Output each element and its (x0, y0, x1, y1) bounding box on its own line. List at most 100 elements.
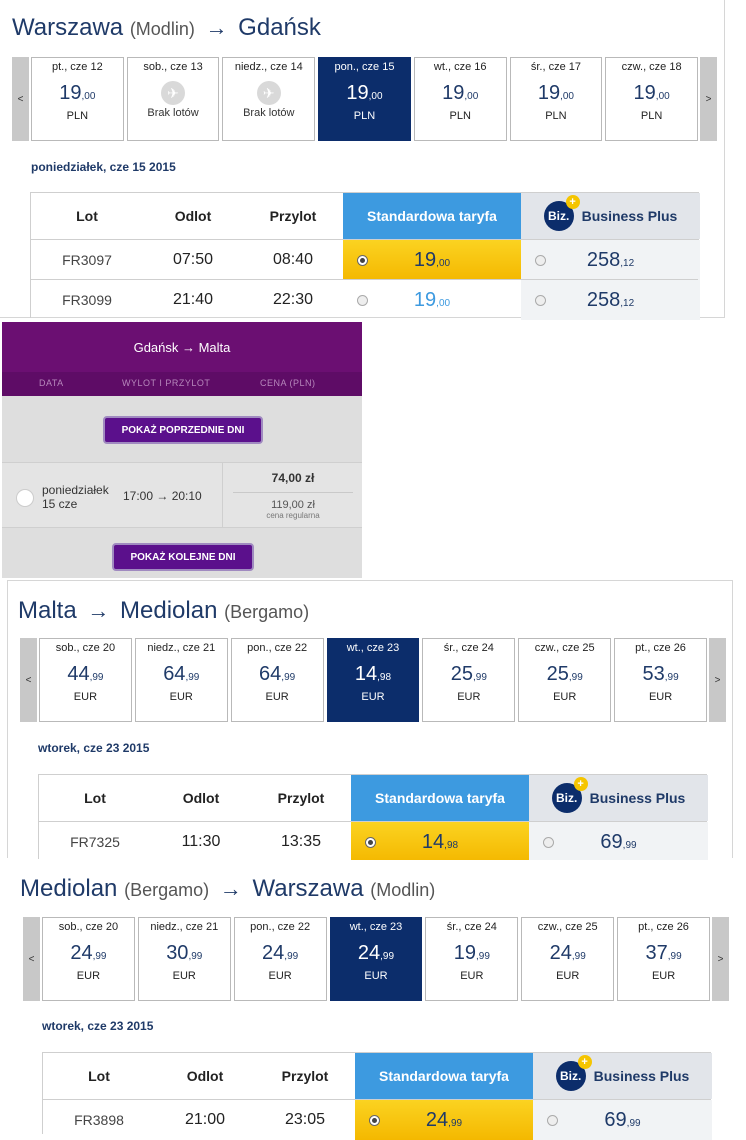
price-cents: ,98 (377, 672, 392, 683)
price-cents: ,99 (476, 951, 490, 962)
table-header: Lot Odlot Przylot Standardowa taryfa Biz. + Bu… (39, 775, 708, 821)
standard-fare-option[interactable]: 24,99 (355, 1100, 533, 1140)
business-plus-option[interactable]: 258,12 (521, 240, 700, 280)
prev-dates-button[interactable]: < (20, 638, 37, 722)
date-option[interactable]: sob., cze 20 44,99 EUR (39, 638, 132, 722)
currency-label: EUR (169, 691, 193, 703)
selected-date-heading: wtorek, cze 23 2015 (42, 1019, 154, 1033)
origin-city: Warszawa (12, 14, 124, 41)
date-option[interactable]: śr., cze 17 19,00 PLN (509, 57, 603, 141)
no-flight-plane-icon: ✈ (256, 81, 281, 105)
date-option[interactable]: pon., cze 22 64,99 EUR (230, 638, 324, 722)
standard-fare-header: Standardowa taryfa (351, 775, 529, 821)
wizz-panel: Gdańsk → Malta DATA WYLOT I PRZYLOT CENA… (2, 322, 362, 578)
price-whole: 44 (67, 663, 90, 685)
destination-city: Warszawa (252, 875, 364, 902)
route-arrow-icon: → (205, 15, 228, 40)
wizz-flight-radio[interactable] (16, 489, 34, 507)
date-option[interactable]: pon., cze 22 24,99 EUR (233, 917, 327, 1001)
selected-date-heading: wtorek, cze 23 2015 (38, 741, 150, 755)
date-option[interactable]: niedz., cze 14 ✈ Brak lotów (222, 57, 316, 141)
next-dates-button[interactable]: > (712, 917, 729, 1001)
standard-fare-radio[interactable] (357, 294, 368, 306)
date-option[interactable]: śr., cze 24 19,99 EUR (425, 917, 519, 1001)
flight-number: FR7325 (70, 834, 120, 850)
show-previous-days-button[interactable]: POKAŻ POPRZEDNIE DNI (103, 416, 263, 444)
standard-fare-radio[interactable] (357, 254, 368, 266)
business-plus-option[interactable]: 69,99 (529, 822, 708, 862)
no-flights-label: Brak lotów (243, 107, 295, 119)
date-price: 24,99 (43, 942, 134, 968)
date-option[interactable]: wt., cze 16 19,00 PLN (413, 57, 507, 141)
fare-whole: 69 (604, 1108, 627, 1131)
date-label: śr., cze 17 (530, 61, 581, 73)
date-option[interactable]: pt., cze 26 37,99 EUR (617, 917, 710, 1001)
date-price: 24,99 (331, 942, 422, 968)
arrival-time: 13:35 (280, 833, 322, 850)
price-whole: 24 (549, 942, 572, 964)
standard-fare-radio[interactable] (365, 836, 376, 848)
arrival-time: 08:40 (272, 251, 314, 268)
standard-fare-header: Standardowa taryfa (355, 1053, 533, 1099)
wizz-flight-row[interactable]: poniedziałek 15 cze 17:00 → 20:10 74,00 … (2, 462, 362, 528)
date-option[interactable]: pt., cze 12 19,00 PLN (31, 57, 124, 141)
prev-dates-button[interactable]: < (12, 57, 29, 141)
next-dates-button[interactable]: > (709, 638, 726, 722)
price-whole: 24 (70, 942, 93, 964)
date-option[interactable]: sob., cze 13 ✈ Brak lotów (126, 57, 220, 141)
departure-time: 07:50 (172, 251, 214, 268)
date-price: 19,00 (319, 82, 410, 108)
date-price: 24,99 (235, 942, 326, 968)
table-row: FR3099 21:40 22:30 19,00 258,12 (31, 279, 700, 320)
leg4-panel: Mediolan (Bergamo) → Warszawa (Modlin) <… (10, 860, 736, 1140)
standard-fare-option[interactable]: 19,00 (343, 240, 521, 280)
date-option[interactable]: czw., cze 25 24,99 EUR (521, 917, 615, 1001)
date-carousel: < > sob., cze 20 44 ,99 EUR niedz., cze 21 64,9… (20, 638, 726, 722)
price-cents: ,00 (81, 91, 96, 102)
business-plus-radio[interactable] (535, 294, 546, 306)
wizz-price-cell: 74,00 zł 119,00 zł cena regularna (222, 463, 363, 527)
prev-dates-button[interactable]: < (23, 917, 40, 1001)
date-price: 64,99 (232, 663, 323, 689)
business-plus-option[interactable]: 258,12 (521, 280, 700, 320)
price-whole: 24 (262, 942, 285, 964)
date-label: wt., cze 23 (346, 642, 400, 654)
date-label: sob., cze 13 (143, 61, 203, 73)
route-title: Warszawa (Modlin) → Gdańsk (12, 14, 321, 42)
col-price: CENA (PLN) (260, 378, 316, 388)
business-plus-radio[interactable] (543, 836, 554, 848)
date-option[interactable]: wt., cze 23 14,98 EUR (326, 638, 420, 722)
date-label: sob., cze 20 (55, 642, 116, 654)
price-cents: ,99 (571, 951, 586, 962)
price-whole: 25 (546, 663, 569, 685)
date-option[interactable]: niedz., cze 21 30,99 EUR (137, 917, 231, 1001)
standard-fare-radio[interactable] (369, 1114, 380, 1126)
col-depart-header: Odlot (186, 1068, 224, 1084)
business-plus-option[interactable]: 69,99 (533, 1100, 712, 1140)
date-label: pt., cze 26 (638, 921, 689, 933)
price-whole: 19 (442, 82, 465, 104)
standard-fare-option[interactable]: 19,00 (343, 280, 521, 320)
standard-fare-option[interactable]: 14,98 (351, 822, 529, 862)
date-option[interactable]: niedz., cze 21 64,99 EUR (134, 638, 228, 722)
wizz-flight-times: 17:00 → 20:10 (123, 489, 202, 503)
show-next-days-button[interactable]: POKAŻ KOLEJNE DNI (112, 543, 254, 571)
date-label: niedz., cze 21 (150, 921, 219, 933)
date-option[interactable]: wt., cze 23 24,99 EUR (329, 917, 423, 1001)
table-row: FR7325 11:30 13:35 14,98 69,99 (39, 821, 708, 862)
date-option[interactable]: śr., cze 24 25,99 EUR (422, 638, 516, 722)
date-option[interactable]: pon., cze 15 19,00 PLN (318, 57, 411, 141)
price-cents: ,99 (664, 672, 679, 683)
business-plus-radio[interactable] (535, 254, 546, 266)
price-cents: ,00 (655, 91, 670, 102)
currency-label: EUR (268, 970, 292, 982)
business-plus-label: Business Plus (593, 1068, 690, 1084)
currency-label: PLN (545, 110, 567, 122)
business-plus-radio[interactable] (547, 1114, 558, 1126)
date-option[interactable]: pt., cze 26 53,99 EUR (614, 638, 707, 722)
date-option[interactable]: sob., cze 20 24,99 EUR (42, 917, 135, 1001)
currency-label: EUR (172, 970, 196, 982)
date-option[interactable]: czw., cze 18 19,00 PLN (605, 57, 698, 141)
date-option[interactable]: czw., cze 25 25,99 EUR (518, 638, 612, 722)
next-dates-button[interactable]: > (700, 57, 717, 141)
